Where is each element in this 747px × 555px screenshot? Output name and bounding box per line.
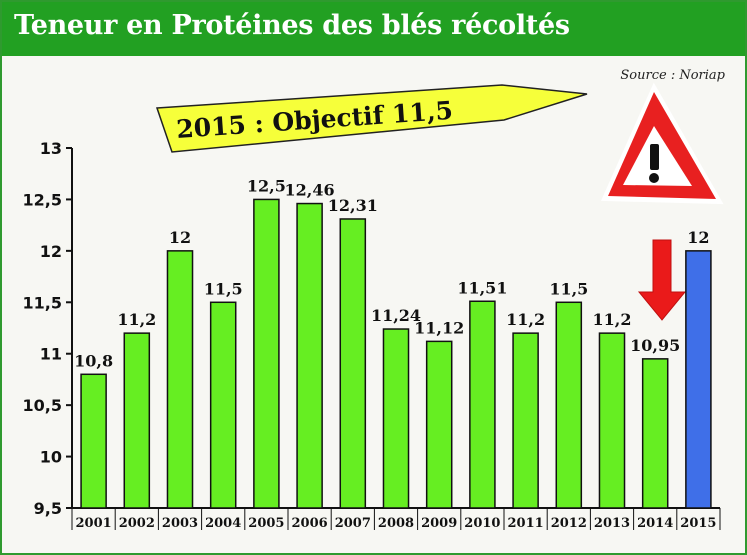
bar-2003 — [166, 250, 194, 509]
bar-2001 — [80, 373, 107, 509]
value-label-2015: 12 — [687, 228, 709, 247]
x-tick-label-2004: 2004 — [205, 516, 241, 531]
y-tick-label: 10,5 — [23, 396, 62, 415]
value-label-2003: 12 — [169, 228, 191, 247]
title-bar: Teneur en Protéines des blés récoltés — [2, 2, 745, 56]
value-label-2007: 12,31 — [328, 196, 378, 215]
bar-2009 — [425, 340, 453, 509]
x-tick-label-2003: 2003 — [162, 516, 198, 531]
bar-2014 — [641, 358, 669, 509]
y-tick-label: 12 — [40, 242, 62, 261]
y-tick-label: 12,5 — [23, 190, 62, 209]
bar-2011 — [512, 332, 539, 509]
value-label-2002: 11,2 — [117, 310, 156, 329]
value-label-2008: 11,24 — [371, 306, 421, 325]
y-tick-label: 11 — [40, 345, 62, 364]
bar-2004 — [209, 301, 237, 509]
warning-triangle-icon — [600, 82, 724, 205]
bar-2007 — [339, 218, 367, 509]
banner-arrow-shape — [155, 84, 588, 153]
x-tick-label-2006: 2006 — [292, 516, 328, 531]
value-label-2006: 12,46 — [285, 181, 335, 200]
x-tick-label-2014: 2014 — [637, 516, 673, 531]
x-tick-label-2008: 2008 — [378, 516, 414, 531]
value-label-2005: 12,5 — [247, 176, 286, 195]
y-tick-label: 13 — [40, 139, 62, 158]
x-tick-label-2009: 2009 — [421, 516, 457, 531]
value-label-2009: 11,12 — [414, 318, 464, 337]
bar-2012 — [555, 301, 583, 509]
down-arrow-icon — [637, 239, 687, 321]
bar-2002 — [123, 332, 151, 509]
x-tick-label-2012: 2012 — [551, 516, 587, 531]
value-label-2010: 11,51 — [457, 278, 507, 297]
x-tick-labels: 2001 2002 2003 2004 2005 2006 2007 2008 2009 2010… — [71, 508, 721, 531]
bar-2015 — [685, 250, 712, 509]
x-tick-label-2001: 2001 — [76, 516, 112, 531]
x-tick-label-2013: 2013 — [594, 516, 630, 531]
bar-2013 — [598, 332, 626, 509]
chart-title: Teneur en Protéines des blés récoltés — [14, 10, 570, 41]
value-label-2014: 10,95 — [630, 336, 680, 355]
value-label-2013: 11,2 — [593, 310, 632, 329]
y-tick-label: 9,5 — [34, 499, 62, 518]
value-label-2001: 10,8 — [74, 351, 113, 370]
x-tick-label-2015: 2015 — [680, 516, 716, 531]
x-tick-label-2002: 2002 — [119, 516, 155, 531]
bar-2005 — [253, 198, 280, 509]
x-tick-label-2007: 2007 — [335, 516, 371, 531]
x-tick-label-2005: 2005 — [248, 516, 284, 531]
x-tick-label-2010: 2010 — [464, 516, 500, 531]
y-tick-label: 10 — [40, 448, 62, 467]
objective-banner: 2015 : Objectif 11,5 — [155, 84, 588, 153]
bar-2010 — [469, 300, 496, 509]
source-note: Source : Noriap — [620, 68, 725, 83]
bars — [80, 198, 712, 509]
y-tick-label: 11,5 — [23, 293, 62, 312]
value-label-2004: 11,5 — [204, 279, 243, 298]
x-tick-label-2011: 2011 — [508, 516, 544, 531]
y-ticks: 9,5 10 10,5 11 11,5 12 12,5 13 — [23, 139, 72, 518]
bar-2008 — [382, 328, 410, 509]
value-label-2011: 11,2 — [506, 310, 545, 329]
value-label-2012: 11,5 — [549, 279, 588, 298]
bar-2006 — [296, 202, 323, 509]
